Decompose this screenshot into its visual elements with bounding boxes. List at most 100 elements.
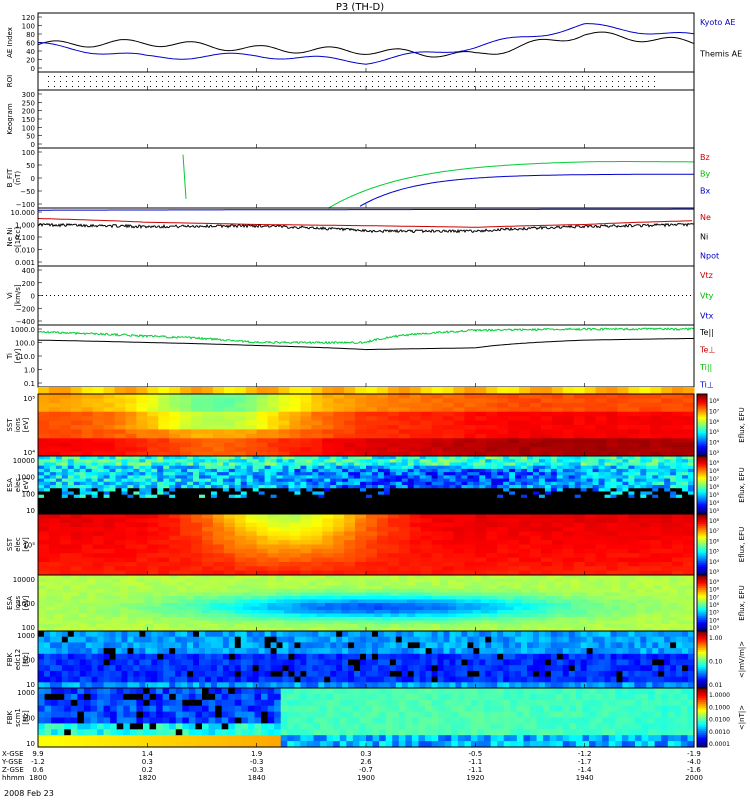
spectro-cell bbox=[251, 613, 260, 618]
roi-dot bbox=[132, 76, 133, 77]
spectro-cell bbox=[342, 494, 349, 499]
spectro-cell bbox=[92, 566, 105, 572]
spectro-cell bbox=[683, 527, 695, 533]
spectro-cell bbox=[191, 531, 203, 537]
spectro-cell bbox=[442, 553, 455, 559]
colorbar-tick-sst_e: 10⁸ bbox=[709, 518, 720, 525]
spectro-cell bbox=[85, 488, 93, 493]
spectro-cell bbox=[289, 570, 301, 576]
spectro-cell bbox=[420, 433, 433, 439]
spectro-cell bbox=[70, 438, 83, 444]
spectro-cell bbox=[324, 462, 331, 467]
spectro-cell bbox=[486, 394, 498, 400]
spectro-cell bbox=[193, 603, 203, 608]
spectro-cell bbox=[333, 442, 345, 448]
spectro-cell bbox=[598, 497, 606, 502]
spectro-cell bbox=[467, 507, 474, 512]
spectro-cell bbox=[109, 475, 117, 480]
spectro-cell bbox=[103, 459, 111, 464]
panel-frame bbox=[37, 89, 695, 149]
spectro-cell bbox=[401, 462, 409, 467]
spectro-cell bbox=[376, 522, 389, 528]
spectro-cell bbox=[276, 481, 284, 486]
spectro-cell bbox=[103, 566, 116, 572]
spectro-cell bbox=[234, 627, 244, 632]
spectro-cell bbox=[431, 411, 444, 417]
spectro-cell bbox=[688, 485, 695, 489]
spectro-cell bbox=[464, 398, 476, 404]
spectro-cell bbox=[333, 606, 342, 611]
spectro-cell bbox=[473, 465, 480, 470]
roi-dot bbox=[228, 81, 229, 82]
spectro-cell bbox=[420, 553, 433, 559]
spectro-cell bbox=[617, 548, 629, 554]
spectro-cell bbox=[136, 447, 148, 453]
spectro-cell bbox=[175, 501, 182, 505]
spectro-cell bbox=[169, 540, 181, 546]
spectro-cell bbox=[191, 442, 203, 448]
spectro-cell bbox=[377, 456, 385, 460]
spectro-cell bbox=[147, 514, 159, 519]
spectro-cell bbox=[252, 475, 260, 480]
spectro-cell bbox=[161, 582, 170, 587]
spectro-cell bbox=[580, 459, 588, 464]
spectro-cell bbox=[592, 456, 600, 460]
spectro-cell bbox=[538, 475, 546, 480]
spectro-cell bbox=[70, 522, 83, 528]
spectro-cell bbox=[377, 507, 385, 512]
roi-dot bbox=[558, 81, 559, 82]
spectro-cell bbox=[455, 472, 463, 476]
spectro-cell bbox=[92, 420, 105, 426]
spectro-cell bbox=[318, 468, 325, 473]
spectro-cell bbox=[103, 416, 116, 422]
spectro-cell bbox=[158, 402, 170, 408]
spectro-cell bbox=[639, 514, 651, 519]
spectro-cell bbox=[147, 407, 159, 413]
spectro-cell bbox=[348, 497, 355, 502]
spectro-cell bbox=[103, 540, 116, 546]
spectro-cell bbox=[121, 510, 129, 515]
spectro-cell bbox=[73, 468, 81, 473]
spectro-cell bbox=[530, 514, 542, 519]
spectro-cell bbox=[278, 570, 291, 576]
spectro-cell bbox=[354, 501, 361, 505]
spectro-cell bbox=[218, 589, 228, 594]
spectro-cell bbox=[562, 535, 575, 541]
spectro-cell bbox=[256, 531, 269, 537]
spectro-cell bbox=[193, 462, 200, 467]
spectro-cell bbox=[652, 494, 659, 499]
spectro-cell bbox=[152, 575, 162, 580]
spectro-cell bbox=[300, 491, 307, 496]
roi-dot bbox=[264, 81, 265, 82]
spectro-cell bbox=[497, 465, 504, 470]
spectro-cell bbox=[204, 494, 212, 499]
spectro-cell bbox=[670, 491, 677, 496]
spectro-cell bbox=[245, 514, 258, 519]
spectro-cell bbox=[556, 491, 564, 496]
spectro-cell bbox=[360, 475, 367, 480]
spectro-cell bbox=[115, 462, 123, 467]
spectro-cell bbox=[187, 478, 194, 483]
spectro-cell bbox=[672, 416, 684, 422]
spectro-cell bbox=[598, 456, 606, 460]
spectro-cell bbox=[371, 459, 379, 464]
ytick-keogram: 100 bbox=[22, 124, 35, 132]
spectro-cell bbox=[284, 620, 293, 625]
spectro-cell bbox=[376, 561, 389, 567]
spectro-cell bbox=[139, 497, 146, 502]
spectro-cell bbox=[485, 488, 492, 493]
spectro-cell bbox=[455, 488, 463, 493]
spectro-cell bbox=[212, 540, 225, 546]
spectro-cell bbox=[658, 488, 665, 493]
spectro-cell bbox=[437, 485, 445, 489]
colorbar-cell bbox=[697, 398, 707, 401]
spectro-cell bbox=[606, 438, 619, 444]
spectro-cell bbox=[70, 402, 83, 408]
spectro-cell bbox=[497, 429, 509, 435]
spectro-cell bbox=[311, 514, 323, 519]
spectro-cell bbox=[169, 557, 181, 563]
spectro-cell bbox=[223, 429, 236, 435]
spectro-cell bbox=[389, 459, 397, 464]
spectro-cell bbox=[443, 465, 451, 470]
spectro-cell bbox=[530, 548, 542, 554]
